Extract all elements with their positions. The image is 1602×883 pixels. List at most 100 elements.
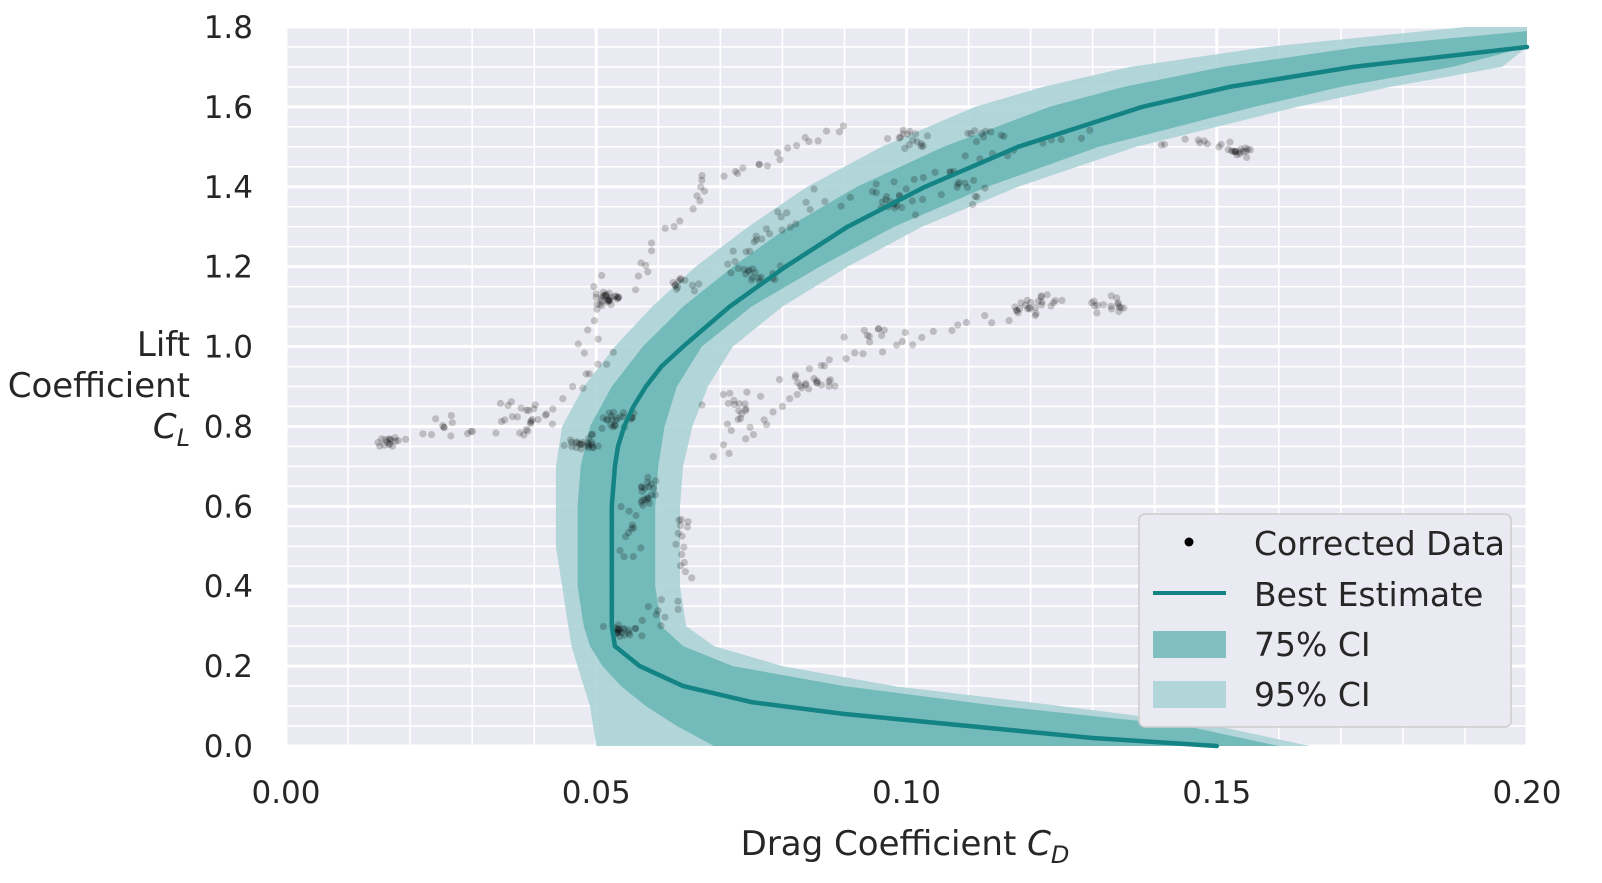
data-point <box>1016 305 1024 313</box>
data-point <box>677 562 685 570</box>
data-point <box>741 400 749 408</box>
data-point <box>683 523 692 531</box>
data-point <box>394 437 402 445</box>
data-point <box>755 160 763 168</box>
data-point <box>719 441 728 449</box>
data-point <box>1000 132 1008 140</box>
data-point <box>727 269 735 277</box>
data-point <box>1107 302 1115 310</box>
data-point <box>525 406 533 414</box>
data-point <box>698 176 706 184</box>
data-point <box>955 178 963 187</box>
data-point <box>617 503 625 511</box>
data-point <box>972 138 981 146</box>
data-point <box>567 436 575 444</box>
data-point <box>762 225 771 233</box>
data-point <box>1031 304 1040 312</box>
data-point <box>440 423 448 431</box>
data-point <box>650 484 658 492</box>
data-point <box>742 405 750 413</box>
legend: Corrected Data Best Estimate 75% CI 95% … <box>1138 513 1512 728</box>
data-point <box>899 130 907 138</box>
data-point <box>835 128 844 136</box>
data-point <box>786 395 794 403</box>
data-point <box>743 388 751 396</box>
data-point <box>614 293 622 301</box>
data-point <box>1047 302 1055 310</box>
data-point <box>1114 299 1122 307</box>
data-point <box>526 420 535 428</box>
data-point <box>774 208 782 216</box>
data-point <box>657 596 666 604</box>
data-point <box>746 247 754 255</box>
data-point <box>574 340 582 348</box>
data-point <box>612 416 620 425</box>
data-point <box>639 501 647 509</box>
data-point <box>749 265 757 273</box>
data-point <box>590 317 599 325</box>
data-point <box>731 167 740 176</box>
data-point <box>895 134 903 142</box>
data-point <box>747 276 756 284</box>
data-point <box>763 162 772 170</box>
data-point <box>674 529 683 537</box>
data-point <box>1025 304 1033 312</box>
data-point <box>919 174 927 182</box>
x-tick-label: 0.00 <box>251 775 320 811</box>
data-point <box>810 375 818 383</box>
data-point <box>1038 298 1046 306</box>
data-point <box>678 550 686 559</box>
data-point <box>576 440 584 448</box>
data-point <box>961 152 969 160</box>
data-point <box>964 129 972 137</box>
data-point <box>609 408 618 416</box>
data-point <box>583 442 591 450</box>
data-point <box>749 431 758 439</box>
data-point <box>734 264 742 273</box>
data-point <box>614 294 622 302</box>
data-point <box>1231 148 1239 156</box>
data-point <box>641 484 649 492</box>
data-point <box>625 629 633 637</box>
data-point <box>374 438 382 446</box>
data-point <box>607 421 615 429</box>
data-point <box>726 389 734 397</box>
data-point <box>821 197 829 206</box>
data-point <box>1200 137 1208 145</box>
data-point <box>560 441 568 450</box>
data-point <box>605 289 613 297</box>
data-point <box>625 507 633 515</box>
data-point <box>651 491 660 499</box>
data-point <box>931 168 939 176</box>
data-point <box>572 439 580 447</box>
data-point <box>629 553 637 561</box>
data-point <box>497 417 506 426</box>
data-point <box>786 223 794 231</box>
data-point <box>905 141 913 149</box>
data-point <box>439 422 447 430</box>
data-point <box>603 297 612 305</box>
data-point <box>1232 148 1240 156</box>
data-point <box>673 285 681 293</box>
data-point <box>615 625 624 634</box>
data-point <box>725 449 733 457</box>
ci75-band <box>577 31 1527 746</box>
data-point <box>599 622 608 631</box>
data-point <box>837 202 845 210</box>
x-tick-label: 0.15 <box>1182 775 1251 811</box>
data-point <box>769 408 777 416</box>
data-point <box>891 204 899 212</box>
x-tick-label: 0.05 <box>562 775 631 811</box>
data-point <box>1013 307 1021 315</box>
data-point <box>598 271 606 280</box>
data-point <box>1246 146 1254 154</box>
data-point <box>624 529 633 537</box>
data-point <box>730 396 738 404</box>
best-estimate-line <box>609 44 1530 749</box>
data-point <box>1088 299 1096 307</box>
data-point <box>608 415 617 423</box>
data-point <box>1242 147 1250 155</box>
data-point <box>612 292 620 300</box>
data-point <box>614 628 622 637</box>
best-estimate-line-group <box>609 44 1530 749</box>
